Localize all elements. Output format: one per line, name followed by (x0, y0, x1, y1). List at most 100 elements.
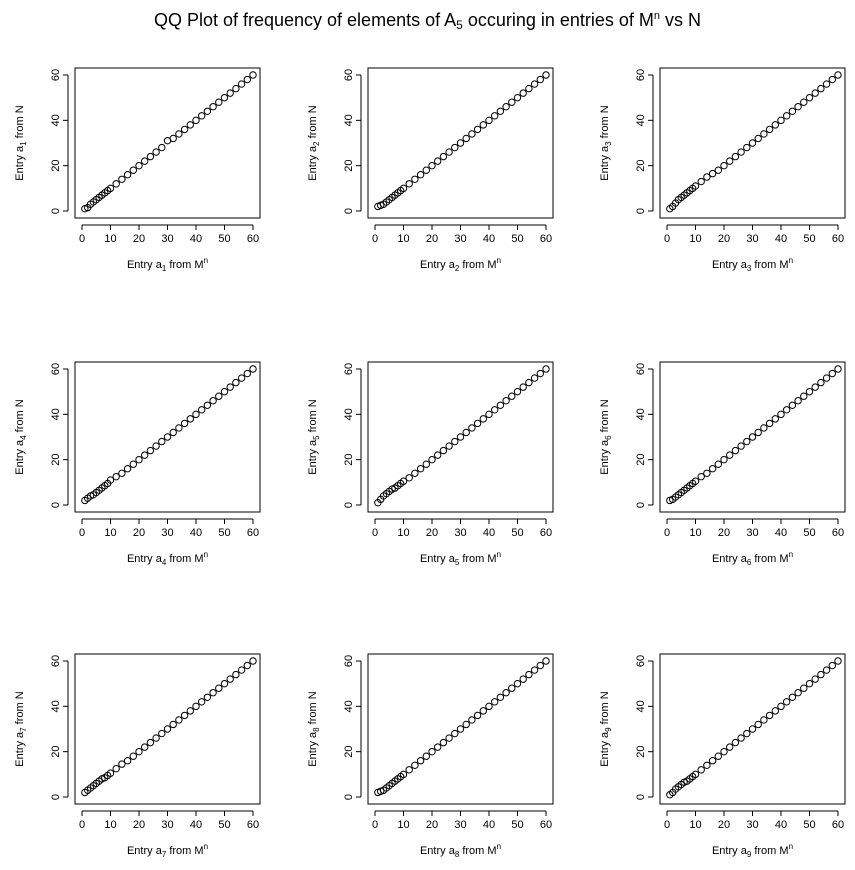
x-tick-label: 20 (426, 233, 438, 245)
data-point (530, 80, 539, 88)
plot-box (659, 653, 846, 805)
data-point (519, 89, 527, 97)
data-point (451, 437, 459, 446)
y-tick-label: 20 (635, 160, 647, 172)
data-point (760, 424, 768, 432)
x-tick-label: 50 (511, 233, 523, 245)
plot-box (367, 653, 554, 805)
data-point (508, 392, 516, 400)
data-point (508, 684, 516, 692)
data-point (788, 107, 797, 115)
data-point (811, 89, 819, 97)
data-point (805, 387, 814, 396)
data-point (232, 670, 240, 679)
x-tick-label: 40 (190, 527, 202, 539)
data-point (748, 139, 757, 147)
x-tick-label: 20 (718, 819, 730, 831)
data-point (777, 116, 785, 125)
data-point (491, 698, 499, 706)
x-tick-label: 60 (540, 819, 552, 831)
y-axis-label: Entry a5 from N (307, 399, 321, 474)
y-tick-label: 20 (50, 746, 62, 758)
data-point (215, 98, 223, 106)
x-tick-label: 10 (104, 819, 116, 831)
y-tick-label: 60 (50, 69, 62, 81)
figure-title-pre: QQ Plot of frequency of elements of A (153, 10, 457, 30)
y-tick-label: 40 (635, 408, 647, 420)
data-point (163, 725, 172, 733)
y-tick-label: 60 (50, 655, 62, 667)
x-tick-label: 60 (247, 233, 259, 245)
x-tick-label: 0 (372, 233, 378, 245)
data-point (714, 166, 722, 174)
data-point (708, 465, 717, 473)
data-point (175, 424, 183, 432)
data-point (158, 437, 166, 446)
x-tick-label: 30 (746, 527, 758, 539)
x-tick-label: 30 (161, 527, 173, 539)
data-point (822, 80, 831, 88)
data-point (697, 766, 705, 774)
data-point (479, 121, 487, 129)
data-point (180, 125, 189, 134)
x-tick-label: 10 (104, 527, 116, 539)
x-tick-label: 40 (190, 819, 202, 831)
data-point (822, 374, 831, 382)
data-point (399, 184, 408, 193)
data-point (817, 670, 825, 679)
data-point (513, 679, 522, 688)
data-point (192, 410, 200, 419)
y-axis-label: Entry a4 from N (14, 399, 28, 474)
x-tick-label: 40 (775, 819, 787, 831)
x-tick-label: 20 (133, 527, 145, 539)
plot-box (659, 361, 846, 513)
data-point (834, 365, 842, 373)
x-tick-label: 50 (218, 819, 230, 831)
y-tick-label: 20 (635, 746, 647, 758)
data-point (192, 702, 200, 711)
x-tick-label: 50 (803, 819, 815, 831)
data-point (811, 383, 819, 391)
y-tick-label: 20 (343, 454, 355, 466)
data-point (135, 161, 143, 170)
x-tick-label: 10 (397, 233, 409, 245)
panel-a3: 0 10 20 30 40 50 60 0 20 40 60 Entry a3 from Mn Entr… (599, 67, 846, 273)
data-point (118, 469, 126, 477)
data-point (220, 93, 229, 102)
data-point (726, 451, 734, 459)
x-tick-label: 0 (372, 527, 378, 539)
data-point (146, 446, 155, 455)
data-point (106, 184, 115, 193)
data-point (765, 711, 774, 720)
data-point (237, 374, 246, 382)
data-point (691, 770, 700, 779)
data-point (209, 103, 217, 111)
y-axis-label: Entry a9 from N (599, 691, 613, 766)
panel-a9: 0 10 20 30 40 50 60 0 20 40 60 Entry a9 from Mn Entr… (599, 653, 846, 859)
x-tick-label: 0 (79, 233, 85, 245)
data-point (485, 702, 493, 711)
data-point (468, 424, 476, 432)
data-point (169, 428, 177, 437)
data-point (771, 121, 779, 129)
data-point (513, 387, 522, 396)
data-point (720, 455, 728, 464)
data-point (445, 148, 453, 156)
data-point (434, 451, 442, 459)
x-tick-label: 20 (426, 527, 438, 539)
x-tick-label: 60 (832, 819, 844, 831)
data-point (468, 130, 476, 138)
y-tick-label: 20 (343, 746, 355, 758)
data-point (422, 166, 430, 174)
data-point (416, 171, 425, 179)
data-point (817, 378, 825, 387)
x-tick-label: 20 (133, 233, 145, 245)
data-point (451, 143, 459, 152)
data-point (794, 689, 802, 697)
x-axis-label: Entry a6 from Mn (712, 550, 793, 567)
y-tick-label: 60 (50, 363, 62, 375)
data-point (451, 729, 459, 738)
data-point (743, 437, 751, 446)
data-point (502, 103, 510, 111)
data-point (456, 433, 465, 441)
